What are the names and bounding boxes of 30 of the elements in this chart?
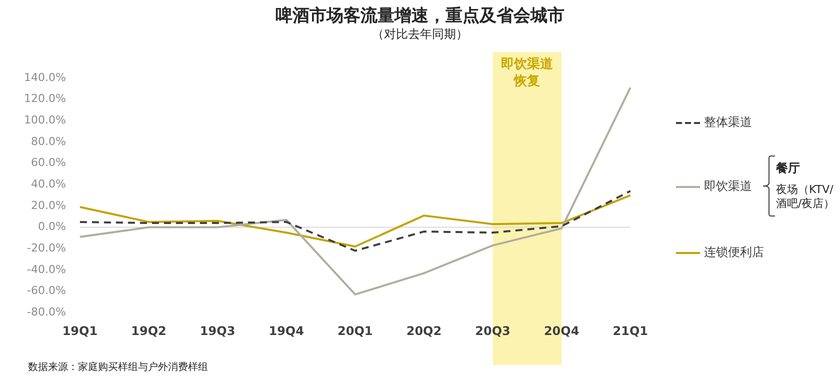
text: 餐厅 [776,160,800,177]
text: 夜场（KTV/酒吧/夜店） [776,183,836,211]
x-tick-label: 19Q1 [62,324,98,338]
y-tick-label: 20.0% [30,198,66,212]
y-tick-label: -20.0% [27,241,66,254]
chart-subtitle: （对比去年同期） [371,26,469,43]
legend-label: 整体渠道 [704,114,752,131]
source-note: 数据来源：家庭购买样组与户外消费样组 [28,360,208,374]
x-tick-label: 20Q2 [406,324,442,338]
x-tick-label: 19Q4 [268,324,304,338]
x-tick-label: 20Q1 [338,324,373,338]
band-label: 即饮渠道恢复 [501,56,554,89]
chart-title: 啤酒市场客流量增速，重点及省会城市 [274,5,566,27]
x-tick-label: 19Q2 [131,324,166,338]
y-tick-label: 140.0% [24,70,66,84]
x-tick-label: 21Q1 [612,324,648,338]
y-tick-label: 100.0% [24,114,66,127]
y-tick-label: -80.0% [27,305,66,318]
legend-label: 即饮渠道 [704,178,752,195]
y-tick-label: 40.0% [30,177,66,190]
x-tick-label: 20Q4 [544,324,580,338]
y-tick-label: 80.0% [30,134,66,148]
legend-label: 连锁便利店 [704,244,764,261]
y-tick-label: 120.0% [24,92,66,106]
x-tick-label: 19Q3 [200,324,236,338]
y-tick-label: 60.0% [30,156,66,170]
y-tick-label: 0.0% [38,220,66,234]
y-tick-label: -60.0% [27,284,66,298]
x-tick-label: 20Q3 [475,324,510,338]
y-tick-label: -40.0% [27,262,66,276]
